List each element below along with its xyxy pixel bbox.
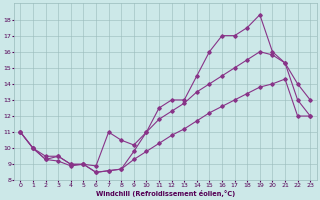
X-axis label: Windchill (Refroidissement éolien,°C): Windchill (Refroidissement éolien,°C) [96, 190, 235, 197]
